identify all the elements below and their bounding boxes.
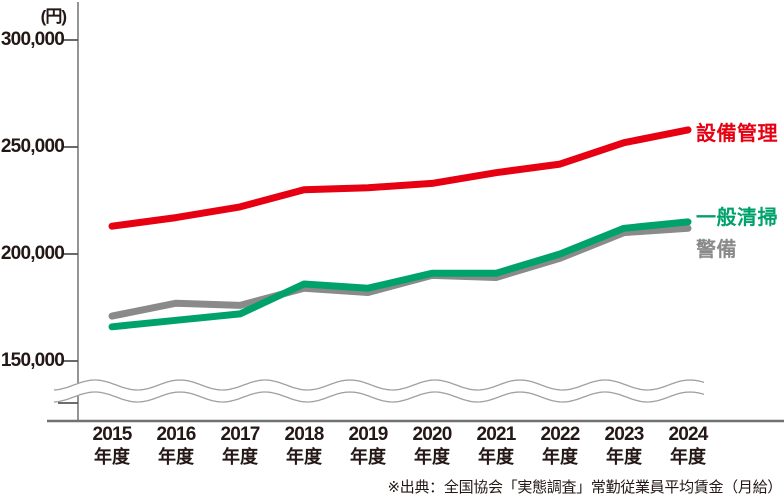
x-tick-label-2016: 2016 年度 — [156, 424, 196, 467]
series-line-設備管理 — [108, 126, 692, 230]
series-label-一般清掃: 一般清掃 — [696, 206, 778, 229]
series-label-警備: 警備 — [696, 239, 737, 262]
axis-break-wave-2 — [53, 391, 705, 403]
x-tick-label-2023: 2023 年度 — [604, 424, 644, 467]
y-tick-label-250,000: 250,000 — [0, 136, 65, 157]
y-tick-label-300,000: 300,000 — [0, 29, 65, 50]
y-tick-label-150,000: 150,000 — [0, 350, 65, 371]
x-tick-label-2018: 2018 年度 — [284, 424, 324, 467]
axis-break-band — [54, 380, 704, 402]
x-tick-label-2021: 2021 年度 — [476, 424, 516, 467]
series-label-設備管理: 設備管理 — [696, 122, 778, 145]
x-tick-label-2020: 2020 年度 — [412, 424, 452, 467]
axis-break-wave-1 — [53, 379, 705, 391]
x-tick-label-2024: 2024 年度 — [668, 424, 708, 467]
y-tick-label-200,000: 200,000 — [0, 243, 65, 264]
y-axis-unit-label: (円) — [40, 7, 67, 26]
x-tick-label-2019: 2019 年度 — [348, 424, 388, 467]
series-line-一般清掃 — [108, 218, 692, 331]
x-tick-label-2017: 2017 年度 — [220, 424, 260, 467]
x-tick-label-2022: 2022 年度 — [540, 424, 580, 467]
x-tick-label-2015: 2015 年度 — [92, 424, 132, 467]
series-line-警備 — [108, 224, 692, 320]
source-note: ※出典：全国協会「実態調査」常勤従業員平均賃金（月給） — [387, 479, 783, 496]
